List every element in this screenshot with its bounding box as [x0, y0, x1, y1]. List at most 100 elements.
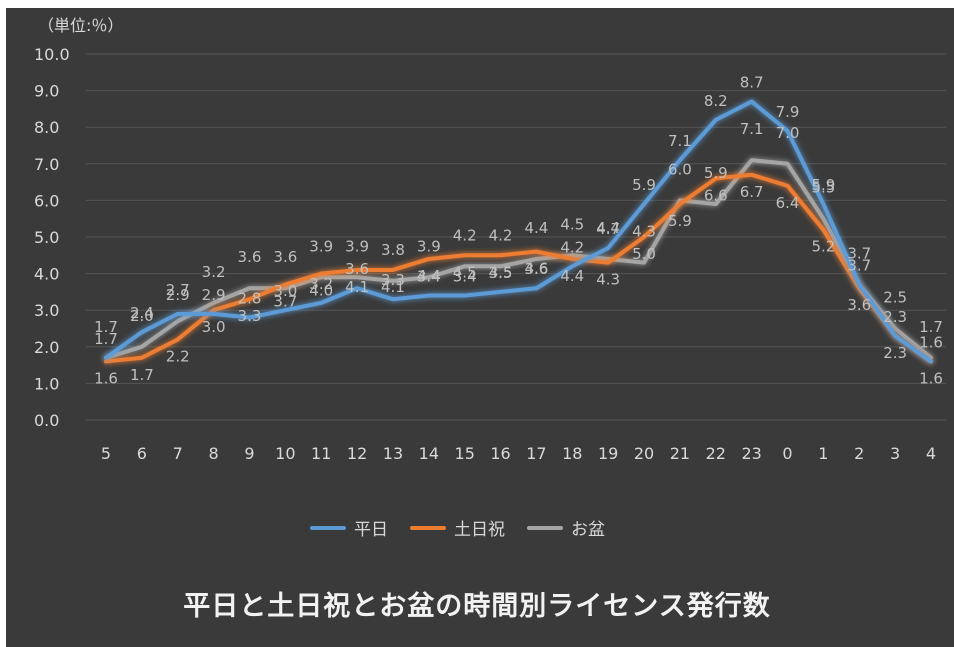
x-tick-label: 21	[670, 444, 690, 463]
data-label: 4.7	[596, 220, 620, 238]
data-label: 3.2	[202, 263, 226, 281]
data-label: 4.4	[417, 267, 441, 285]
series-line-0	[104, 99, 933, 364]
data-label: 3.6	[345, 260, 369, 278]
data-label: 4.3	[596, 271, 620, 289]
data-label: 4.1	[381, 278, 405, 296]
x-tick-label: 14	[419, 444, 439, 463]
data-label: 7.0	[776, 124, 800, 142]
data-label: 1.7	[130, 366, 154, 384]
data-label: 3.8	[381, 241, 405, 259]
x-tick-label: 18	[562, 444, 582, 463]
data-label: 3.5	[489, 264, 513, 282]
series-line-2	[104, 158, 933, 360]
legend-item-weekday: 平日	[310, 515, 388, 540]
x-tick-label: 10	[275, 444, 295, 463]
data-label: 6.0	[668, 160, 692, 178]
data-label: 5.9	[704, 164, 728, 182]
data-label: 3.2	[309, 275, 333, 293]
x-tick-label: 8	[209, 444, 219, 463]
data-label: 1.6	[919, 369, 943, 387]
y-tick-label: 4.0	[34, 265, 59, 284]
data-label: 7.1	[668, 132, 692, 150]
data-label: 4.5	[453, 263, 477, 281]
data-label: 3.6	[273, 248, 297, 266]
data-label: 6.4	[776, 194, 800, 212]
data-label: 4.2	[489, 226, 513, 244]
data-label: 3.9	[309, 237, 333, 255]
data-label: 2.7	[166, 281, 190, 299]
x-tick-label: 13	[383, 444, 403, 463]
data-label: 8.7	[740, 74, 764, 92]
data-label: 2.2	[166, 347, 190, 365]
data-label: 4.4	[560, 267, 584, 285]
data-label: 4.5	[489, 263, 513, 281]
legend-label-holiday: 土日祝	[454, 520, 505, 540]
x-tick-label: 5	[101, 444, 111, 463]
data-label: 3.7	[847, 245, 871, 263]
legend-swatch-obon	[527, 525, 563, 530]
data-label: 5.9	[811, 176, 835, 194]
data-label: 1.6	[94, 369, 118, 387]
data-label: 5.0	[632, 245, 656, 263]
legend-swatch-holiday	[410, 525, 446, 530]
data-label: 5.9	[668, 212, 692, 230]
data-label: 2.8	[238, 290, 262, 308]
data-label: 3.4	[453, 268, 477, 286]
data-label: 1.7	[94, 318, 118, 336]
x-tick-label: 2	[854, 444, 864, 463]
data-label: 6.6	[704, 186, 728, 204]
legend-label-obon: お盆	[571, 520, 605, 540]
y-tick-label: 10.0	[34, 45, 70, 64]
y-tick-label: 7.0	[34, 155, 59, 174]
data-label: 3.9	[417, 237, 441, 255]
data-label: 2.5	[883, 289, 907, 307]
x-tick-label: 9	[244, 444, 254, 463]
data-label: 7.1	[740, 120, 764, 138]
unit-label: （単位:％）	[38, 16, 124, 35]
legend: 平日 土日祝 お盆	[310, 515, 605, 540]
legend-item-obon: お盆	[527, 515, 605, 540]
data-label: 2.4	[130, 304, 154, 322]
series-line-1	[104, 172, 933, 364]
data-label: 6.7	[740, 183, 764, 201]
y-tick-label: 0.0	[34, 411, 59, 430]
y-tick-label: 5.0	[34, 228, 59, 247]
data-label: 2.9	[166, 286, 190, 304]
data-label: 4.4	[596, 219, 620, 237]
y-tick-label: 9.0	[34, 82, 59, 101]
x-tick-label: 16	[490, 444, 510, 463]
data-label: 3.7	[273, 293, 297, 311]
data-label: 8.2	[704, 92, 728, 110]
data-label: 4.3	[632, 223, 656, 241]
data-label: 3.3	[381, 271, 405, 289]
x-tick-label: 20	[634, 444, 654, 463]
x-tick-label: 23	[741, 444, 761, 463]
data-label: 3.6	[847, 296, 871, 314]
data-label: 3.7	[847, 257, 871, 275]
x-tick-label: 6	[137, 444, 147, 463]
data-label: 2.3	[883, 344, 907, 362]
data-label: 3.9	[345, 237, 369, 255]
x-tick-label: 22	[706, 444, 726, 463]
x-tick-label: 15	[455, 444, 475, 463]
data-label: 4.1	[345, 278, 369, 296]
data-label: 5.5	[811, 179, 835, 197]
data-label: 7.9	[776, 103, 800, 121]
data-label: 3.0	[273, 282, 297, 300]
y-tick-label: 6.0	[34, 191, 59, 210]
data-label: 4.2	[560, 238, 584, 256]
legend-item-holiday: 土日祝	[410, 515, 505, 540]
data-label: 1.7	[94, 330, 118, 348]
x-tick-label: 17	[526, 444, 546, 463]
x-tick-label: 7	[173, 444, 183, 463]
line-chart: 0.0 1.0 2.0 3.0 4.0 5.0 6.0 7.0 8.0 9.0 10.0 5 6 7 8 9…	[34, 45, 946, 463]
data-label: 2.0	[130, 307, 154, 325]
data-label: 5.9	[632, 176, 656, 194]
data-label: 3.3	[238, 307, 262, 325]
data-label: 4.4	[525, 219, 549, 237]
y-tick-label: 8.0	[34, 118, 59, 137]
chart-title: 平日と土日祝とお盆の時間別ライセンス発行数	[183, 591, 771, 622]
legend-swatch-weekday	[310, 525, 346, 530]
chart-area: 0.0 1.0 2.0 3.0 4.0 5.0 6.0 7.0 8.0 9.0 10.0 5 6 7 8 9…	[6, 8, 954, 647]
